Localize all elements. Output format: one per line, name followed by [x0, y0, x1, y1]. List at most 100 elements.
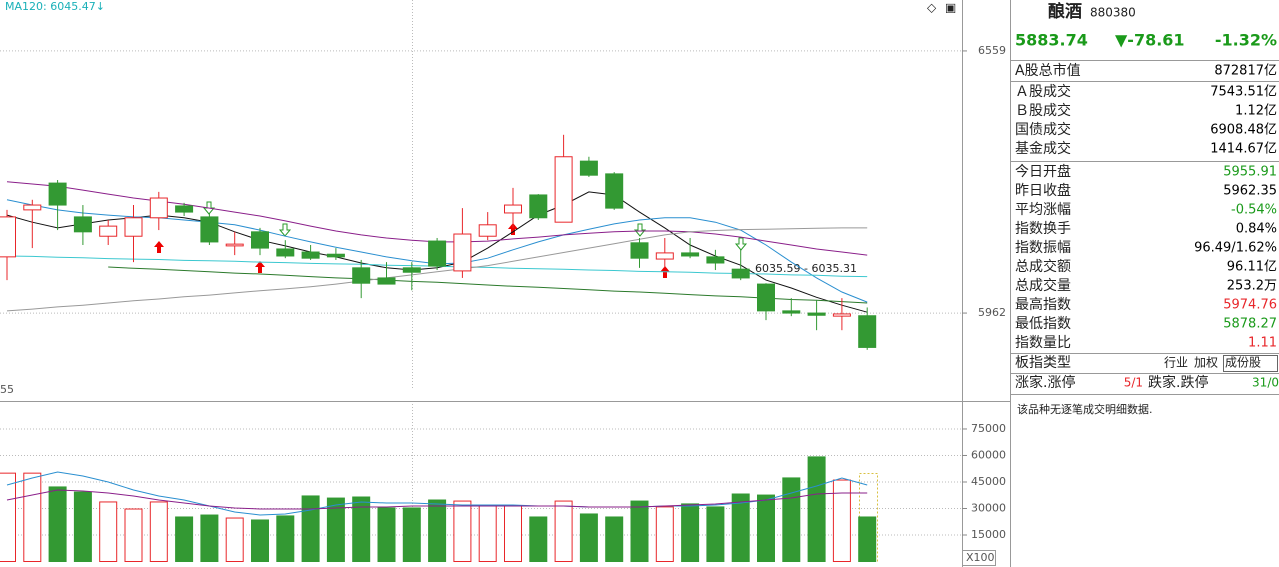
volume-bar: [529, 516, 548, 562]
candle-body: [377, 277, 396, 285]
ma-legend: MA120: 6045.47↓: [5, 0, 105, 13]
signal-arrows: [202, 201, 748, 251]
candle-body: [326, 253, 345, 258]
row-label: 基金成交: [1015, 140, 1071, 157]
volume-bar: [326, 497, 345, 563]
volume-bar: [48, 486, 67, 562]
candle-body: [301, 251, 320, 259]
row-value: 7543.51亿: [1210, 85, 1277, 100]
row-label: 指数换手: [1015, 220, 1071, 237]
unit-box: [962, 550, 996, 566]
row-label: 指数振幅: [1015, 240, 1071, 256]
row-label: 平均涨幅: [1015, 202, 1071, 218]
ma-line: [6, 227, 868, 312]
row-label: 涨家.涨停: [1015, 374, 1075, 391]
y-tick-label: 5962: [978, 306, 1006, 319]
volume-bar: [301, 495, 320, 562]
row-value: 31/0: [1252, 376, 1279, 390]
candle-body: [681, 252, 700, 257]
row-label: 板指类型: [1015, 355, 1071, 371]
volume-bar: [782, 477, 801, 562]
volume-bar: [731, 493, 750, 562]
candle-body: [529, 194, 548, 219]
row-value: 5955.91: [1223, 165, 1277, 180]
window-icon[interactable]: ▣: [945, 1, 956, 15]
volume-bar: [175, 516, 194, 562]
row-value: 96.49/1.62%: [1194, 241, 1277, 256]
volume-bar: [276, 515, 295, 563]
price-change: ▼-78.61: [1115, 31, 1185, 50]
volume-bar: [655, 506, 674, 562]
candle-body: [402, 267, 421, 273]
candle-body: [124, 217, 143, 237]
row-value: 253.2万: [1227, 279, 1277, 294]
ma-line: [6, 471, 868, 516]
unit-label: X100: [966, 551, 995, 564]
toggle-icon[interactable]: ◇: [927, 1, 937, 15]
row-label: Ｂ股成交: [1015, 102, 1071, 119]
ma-line: [6, 489, 868, 510]
candle-body: [175, 205, 194, 213]
type-option[interactable]: 加权: [1194, 356, 1218, 370]
volume-bar: [352, 496, 371, 562]
volume-bar: [377, 507, 396, 563]
option-box: [1223, 355, 1278, 372]
row-value: 5/1: [1124, 376, 1143, 390]
volume-bar: [225, 517, 244, 563]
type-option[interactable]: 成份股: [1225, 356, 1261, 370]
range-annotation: 6035.59 - 6035.31: [755, 262, 857, 275]
volume-bar: [124, 508, 143, 563]
row-label: A股总市值: [1015, 62, 1081, 79]
y-tick-label: 30000: [971, 501, 1006, 514]
candle-body: [630, 242, 649, 259]
volume-bar: [428, 499, 447, 562]
candle-body: [504, 204, 522, 214]
volume-bar: [579, 513, 598, 562]
row-value: 872817亿: [1214, 64, 1277, 79]
volume-bar: [99, 501, 118, 562]
volume-bar: [681, 503, 700, 562]
candle-body: [731, 268, 750, 279]
candle-body: [73, 216, 92, 233]
candle-body: [428, 240, 447, 267]
candle-body: [0, 216, 16, 258]
volume-bar: [858, 516, 877, 562]
candle-body: [858, 315, 877, 348]
row-value: 0.84%: [1236, 222, 1277, 237]
type-option[interactable]: 行业: [1164, 356, 1188, 370]
y-tick-label: 45000: [971, 475, 1006, 488]
row-value: 1.12亿: [1235, 104, 1277, 119]
volume-bar: [706, 506, 725, 562]
volume-bar: [23, 472, 42, 562]
candle-body: [807, 312, 826, 316]
volume-bar: [453, 500, 472, 563]
row-value: 5878.27: [1223, 317, 1277, 332]
y-tick-label: 15000: [971, 528, 1006, 541]
quote-panel: 酿酒 880380 5883.74 ▼-78.61 -1.32% 板指类型 行业…: [1011, 1, 1279, 416]
row-label: 昨日收盘: [1015, 182, 1071, 199]
volume-bar: [0, 472, 16, 562]
ma-line: [108, 266, 868, 304]
volume-bar: [200, 514, 219, 563]
y-tick-label: 6559: [978, 44, 1006, 57]
edge-label: 55: [0, 383, 14, 396]
volume-bar: [807, 456, 826, 562]
volume-bar: [478, 505, 497, 563]
candle-body: [655, 252, 674, 260]
row-value: 6908.48亿: [1210, 123, 1277, 138]
row-value: 1.11: [1248, 336, 1277, 351]
candle-body: [554, 156, 573, 223]
row-label: 跌家.跌停: [1148, 374, 1208, 391]
candle-body: [782, 310, 801, 314]
row-value: 5974.76: [1223, 298, 1277, 313]
row-value: 5962.35: [1223, 184, 1277, 199]
candle-body: [149, 197, 168, 219]
row-label: 指数量比: [1015, 335, 1071, 351]
security-name: 酿酒: [1048, 1, 1082, 22]
security-code: 880380: [1090, 6, 1136, 20]
note: 该品种无逐笔成交明细数据.: [1017, 402, 1153, 416]
candle-body: [352, 267, 371, 284]
volume-bar: [73, 491, 92, 562]
y-tick-label: 60000: [971, 448, 1006, 461]
